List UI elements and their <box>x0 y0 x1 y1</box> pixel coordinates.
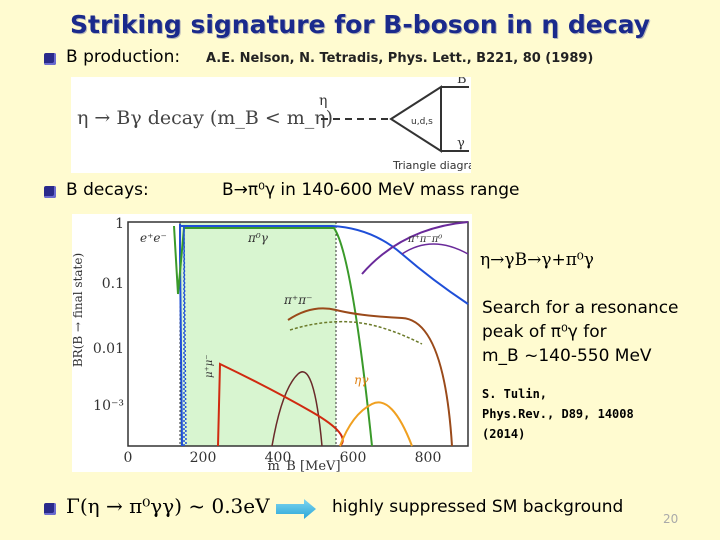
x-axis-label: m_B [MeV] <box>267 459 340 472</box>
curve-pipi-dotted <box>289 320 423 345</box>
x-tick-label: 800 <box>415 450 442 466</box>
arrow-right-icon <box>276 499 316 519</box>
decays-label: B decays: <box>66 180 149 200</box>
y-tick-label: 0.1 <box>102 276 124 292</box>
annotation-pipipi0: π⁺π⁻π⁰ <box>407 234 442 245</box>
y-tick-label: 0.01 <box>93 341 124 357</box>
conclusion-text: highly suppressed SM background <box>332 497 624 517</box>
curve-ee <box>179 224 183 447</box>
annotation-ee: e⁺e⁻ <box>140 231 167 245</box>
production-equation: η → Bγ decay (m_B < m_η) <box>77 107 334 129</box>
curve-mumu-dark <box>271 371 323 447</box>
plot-svg: BR(B → final state) m_B [MeV] 0 200 400 … <box>71 216 469 474</box>
search-line: peak of π⁰γ for <box>482 322 607 342</box>
x-tick-label: 600 <box>340 450 367 466</box>
annotation-pipi: π⁺π⁻ <box>283 293 312 307</box>
curve-ee-dotted <box>183 225 187 447</box>
y-axis-label: BR(B → final state) <box>72 253 85 367</box>
curve-mumu <box>217 362 344 447</box>
page-number: 20 <box>663 512 679 526</box>
pi0-gamma-shaded-region <box>180 222 336 446</box>
diagram-eta-label: η <box>319 93 327 109</box>
citation-line: Phys.Rev., D89, 14008 <box>482 407 634 421</box>
decay-chain: η→γB→γ+π⁰γ <box>480 250 594 270</box>
search-line: m_B ~140-550 MeV <box>482 346 652 366</box>
branching-ratio-plot: BR(B → final state) m_B [MeV] 0 200 400 … <box>71 214 472 474</box>
production-panel: η → Bγ decay (m_B < m_η) η B u,d,s γ Tri… <box>71 77 471 173</box>
slide-title: Striking signature for B-boson in η deca… <box>70 10 650 39</box>
plot-frame <box>127 221 469 447</box>
y-tick-label: 10⁻³ <box>93 398 124 414</box>
production-reference: A.E. Nelson, N. Tetradis, Phys. Lett., B… <box>206 51 594 66</box>
curve-pipi <box>287 307 453 447</box>
curve-pi0gamma-green <box>173 225 373 447</box>
bullet-icon <box>44 503 56 515</box>
y-tick-label: 1 <box>115 216 124 232</box>
annotation-mumu: μ⁺μ⁻ <box>204 354 215 378</box>
annotation-etagamma: ηγ <box>354 373 369 387</box>
decays-text: B→π⁰γ in 140-600 MeV mass range <box>222 180 520 200</box>
diagram-caption: Triangle diagram <box>392 159 471 172</box>
width-formula: Γ(η → π⁰γγ) ~ 0.3eV <box>66 494 270 518</box>
x-tick-label: 0 <box>124 450 133 466</box>
annotation-pi0gamma: π⁰γ <box>247 231 269 245</box>
diagram-gamma-label: γ <box>457 136 465 151</box>
curve-etagamma <box>339 401 413 447</box>
bullet-icon <box>44 186 56 198</box>
citation-line: (2014) <box>482 427 526 441</box>
diagram-loop-label: u,d,s <box>411 117 433 127</box>
citation: S. Tulin, Phys.Rev., D89, 14008 (2014) <box>482 384 634 444</box>
diagram-b-label: B <box>457 77 467 87</box>
x-tick-label: 200 <box>190 450 217 466</box>
triangle-diagram: η B u,d,s γ Triangle diagram <box>319 77 471 172</box>
x-tick-label: 400 <box>265 450 292 466</box>
curve-purple-2 <box>401 243 469 255</box>
citation-line: S. Tulin, <box>482 387 548 401</box>
search-text: Search for a resonance peak of π⁰γ for m… <box>482 296 679 368</box>
search-line: Search for a resonance <box>482 298 679 318</box>
production-label: B production: <box>66 47 181 67</box>
curve-pipipi0 <box>361 221 469 275</box>
bullet-icon <box>44 53 56 65</box>
